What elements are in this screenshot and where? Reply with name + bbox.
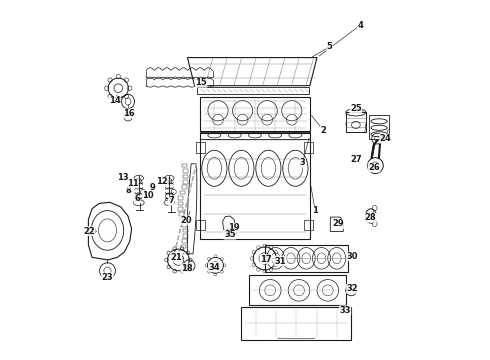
Bar	[182, 164, 187, 167]
Text: 16: 16	[123, 109, 135, 118]
Text: 1: 1	[312, 206, 318, 215]
Text: 26: 26	[368, 163, 380, 172]
Bar	[181, 245, 186, 248]
Bar	[183, 175, 189, 178]
Bar	[180, 191, 185, 194]
Bar	[178, 256, 183, 259]
Text: 29: 29	[332, 220, 343, 229]
Text: 35: 35	[224, 230, 236, 239]
Text: 27: 27	[350, 155, 362, 163]
Text: 22: 22	[84, 227, 96, 236]
Bar	[178, 196, 183, 200]
Text: 15: 15	[195, 78, 207, 87]
Text: 6: 6	[134, 194, 140, 203]
Text: 2: 2	[320, 126, 326, 135]
Text: 20: 20	[181, 216, 193, 225]
Text: 17: 17	[260, 255, 271, 264]
Text: 24: 24	[380, 134, 392, 143]
Text: 23: 23	[101, 273, 113, 282]
Bar	[182, 185, 187, 189]
Text: 21: 21	[170, 253, 182, 262]
Bar	[369, 115, 389, 139]
Text: 34: 34	[209, 263, 220, 272]
Bar	[182, 239, 187, 243]
Bar	[183, 180, 188, 184]
Text: 14: 14	[109, 96, 121, 105]
Text: 18: 18	[181, 264, 193, 273]
Text: 25: 25	[350, 104, 362, 113]
Text: 8: 8	[125, 186, 131, 195]
Bar	[304, 220, 314, 230]
Bar	[196, 220, 205, 230]
Bar	[304, 142, 314, 153]
Bar	[182, 223, 188, 227]
Text: 19: 19	[228, 223, 240, 232]
Bar	[196, 142, 205, 153]
Text: 11: 11	[127, 179, 139, 188]
Bar	[179, 212, 184, 216]
Text: 10: 10	[142, 191, 153, 199]
Text: 13: 13	[118, 173, 129, 182]
Text: 12: 12	[156, 177, 168, 186]
Bar	[179, 250, 184, 254]
Bar	[181, 218, 186, 221]
Bar	[183, 229, 188, 232]
Text: 30: 30	[346, 252, 358, 261]
Text: 4: 4	[357, 21, 363, 30]
Bar	[178, 207, 183, 211]
Text: 28: 28	[365, 213, 376, 222]
Text: 31: 31	[274, 256, 286, 266]
Text: 7: 7	[169, 197, 174, 205]
Bar	[183, 234, 188, 238]
Bar	[178, 202, 183, 205]
Text: 32: 32	[346, 284, 358, 293]
Bar	[183, 169, 188, 173]
Text: 5: 5	[327, 42, 333, 51]
Text: 9: 9	[149, 184, 155, 193]
Text: 3: 3	[300, 158, 305, 167]
Text: 33: 33	[340, 306, 351, 315]
